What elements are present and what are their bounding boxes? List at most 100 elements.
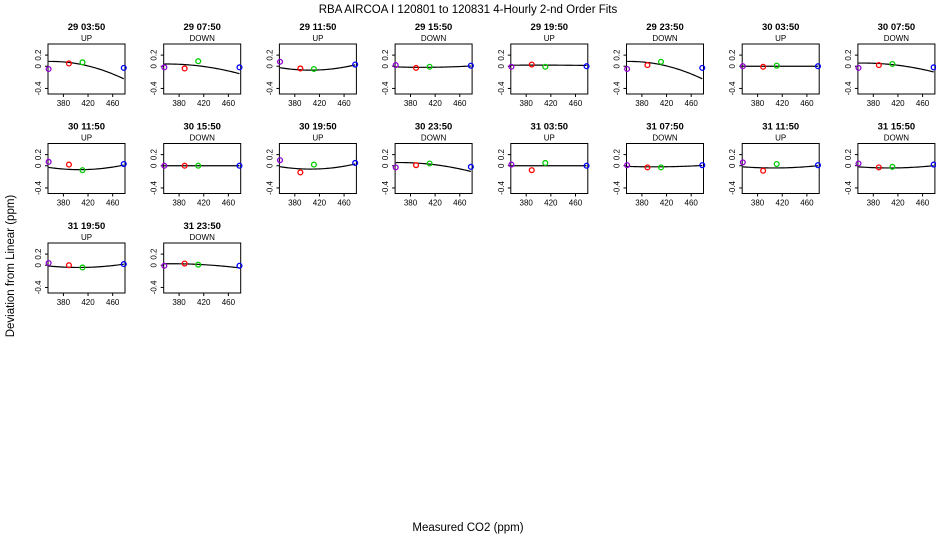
data-point (855, 160, 862, 167)
y-tick-label: 0.2 (34, 49, 43, 61)
x-tick-label: 460 (453, 99, 467, 108)
panel-direction: DOWN (190, 134, 216, 143)
data-point (508, 63, 515, 70)
panel-title: 30 11:50 (68, 122, 105, 133)
data-point (875, 164, 882, 171)
fit-curve (164, 63, 240, 75)
x-tick-label: 380 (635, 99, 649, 108)
panel-title: 30 15:50 (183, 122, 221, 133)
x-tick-label: 460 (222, 99, 236, 108)
data-point (426, 63, 433, 70)
y-tick-label: 0.2 (150, 49, 159, 61)
x-tick-label: 420 (81, 199, 95, 208)
data-point (45, 158, 52, 165)
x-tick-label: 460 (337, 199, 351, 208)
y-tick-label: -0.4 (34, 81, 43, 95)
data-point (426, 160, 433, 167)
data-point (236, 262, 243, 269)
data-point (195, 261, 202, 268)
fit-curve (627, 60, 703, 80)
data-point (45, 65, 52, 73)
data-point (875, 62, 882, 69)
panel-direction: UP (775, 134, 786, 143)
y-tick-label: -0.4 (728, 181, 737, 195)
panel-frame (510, 143, 589, 194)
y-tick-label: -0.4 (613, 81, 622, 95)
panel-frame (857, 143, 936, 194)
y-tick-label: -0.4 (265, 181, 274, 195)
x-tick-label: 420 (313, 199, 327, 208)
panel-direction: UP (544, 134, 555, 143)
x-tick-label: 420 (660, 99, 674, 108)
data-point (624, 65, 631, 73)
panel-title: 29 11:50 (299, 22, 336, 33)
data-point (161, 64, 168, 71)
x-tick-label: 380 (635, 199, 649, 208)
x-tick-label: 460 (337, 99, 351, 108)
data-point (644, 62, 651, 69)
data-point (644, 164, 651, 171)
x-tick-label: 460 (106, 298, 120, 307)
panel-direction: UP (81, 134, 92, 143)
panel-title: 29 07:50 (183, 22, 221, 33)
data-point (412, 64, 420, 71)
panel-title: 31 07:50 (646, 122, 684, 133)
y-tick-label: 0.2 (497, 49, 506, 61)
y-tick-label: -0.4 (34, 181, 43, 195)
panel-title: 29 23:50 (646, 22, 684, 33)
data-point (855, 64, 862, 71)
data-point (392, 62, 399, 69)
panel-direction: UP (775, 34, 786, 43)
panel-title: 29 15:50 (415, 22, 453, 33)
fit-curve (742, 165, 819, 169)
panel-title: 29 03:50 (68, 22, 106, 33)
x-tick-label: 380 (57, 298, 71, 307)
x-tick-label: 460 (106, 99, 120, 108)
y-tick-label: 0.2 (728, 49, 737, 61)
x-tick-label: 420 (197, 298, 211, 307)
panel-frame (163, 43, 242, 95)
y-tick-label: -0.4 (150, 181, 159, 195)
fit-curve (48, 263, 124, 269)
panel-title: 30 23:50 (415, 122, 453, 133)
panel-title: 31 11:50 (762, 122, 799, 133)
x-tick-label: 460 (916, 199, 930, 208)
x-tick-label: 380 (57, 199, 71, 208)
panel-frame (394, 43, 473, 95)
x-tick-label: 380 (520, 199, 534, 208)
data-point (542, 159, 549, 166)
panel-direction: UP (312, 34, 323, 43)
x-tick-label: 420 (544, 199, 558, 208)
y-tick-label: 0.2 (844, 149, 853, 161)
panel-frame (626, 143, 704, 194)
data-point (352, 159, 359, 166)
panel-direction: DOWN (652, 34, 678, 43)
y-tick-label: -0.4 (265, 81, 274, 95)
data-point (79, 167, 86, 174)
data-point (773, 62, 780, 69)
x-tick-label: 420 (544, 99, 558, 108)
panel-frame (47, 43, 126, 95)
fit-curve (395, 161, 472, 173)
data-point (161, 162, 168, 169)
data-point (65, 161, 72, 168)
x-axis-label: Measured CO2 (ppm) (412, 522, 523, 534)
y-tick-label: 0 (34, 163, 43, 168)
panel-title: 30 07:50 (878, 22, 916, 33)
data-point (181, 260, 188, 267)
fit-curve (279, 163, 356, 170)
y-tick-label: 0.2 (34, 149, 43, 161)
panel-direction: DOWN (884, 34, 910, 43)
data-point (814, 162, 822, 169)
y-tick-label: 0 (150, 63, 159, 68)
x-tick-label: 460 (800, 199, 814, 208)
x-tick-label: 380 (288, 99, 302, 108)
